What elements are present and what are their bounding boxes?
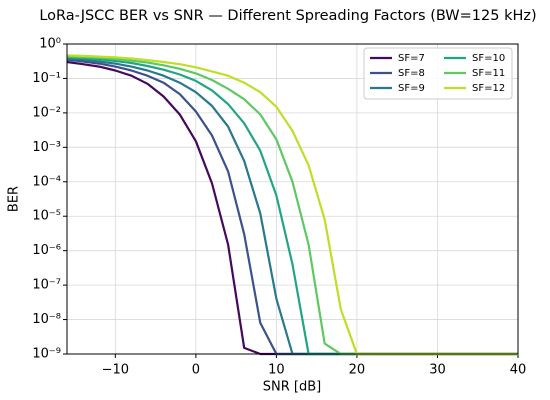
y-tick-label: 10⁻⁶	[32, 243, 61, 258]
legend-label: SF=8	[398, 68, 425, 79]
x-tick-label: 10	[268, 363, 285, 378]
legend-label: SF=11	[472, 68, 505, 79]
x-tick-label: 30	[429, 363, 446, 378]
legend-label: SF=12	[472, 83, 505, 94]
y-tick-label: 10⁻⁹	[32, 347, 61, 362]
y-tick-label: 10⁻⁷	[32, 278, 61, 293]
legend-label: SF=7	[398, 53, 425, 64]
y-tick-label: 10⁻¹	[32, 71, 61, 86]
x-tick-label: 40	[510, 363, 527, 378]
x-tick-label: 20	[349, 363, 366, 378]
x-tick-label: 0	[192, 363, 200, 378]
y-axis-label: BER	[7, 186, 22, 212]
plot-frame	[66, 43, 519, 355]
y-tick-label: 10⁰	[39, 37, 61, 52]
legend-label: SF=10	[472, 53, 505, 64]
line-series	[66, 58, 518, 356]
x-tick-label: −10	[102, 363, 129, 378]
x-axis-label: SNR [dB]	[263, 380, 321, 395]
legend-label: SF=9	[398, 83, 425, 94]
legend-box	[363, 47, 513, 100]
y-tick-label: 10⁻³	[32, 140, 61, 155]
line-series	[66, 60, 518, 356]
y-tick-label: 10⁻⁵	[32, 209, 61, 224]
line-series	[66, 55, 518, 356]
line-series	[66, 56, 518, 356]
y-tick-label: 10⁻²	[32, 105, 61, 120]
line-series	[66, 54, 518, 356]
chart-title: LoRa-JSCC BER vs SNR — Different Spreadi…	[39, 8, 536, 24]
y-tick-label: 10⁻⁸	[32, 312, 61, 327]
line-series	[66, 57, 518, 356]
y-tick-label: 10⁻⁴	[32, 174, 61, 189]
